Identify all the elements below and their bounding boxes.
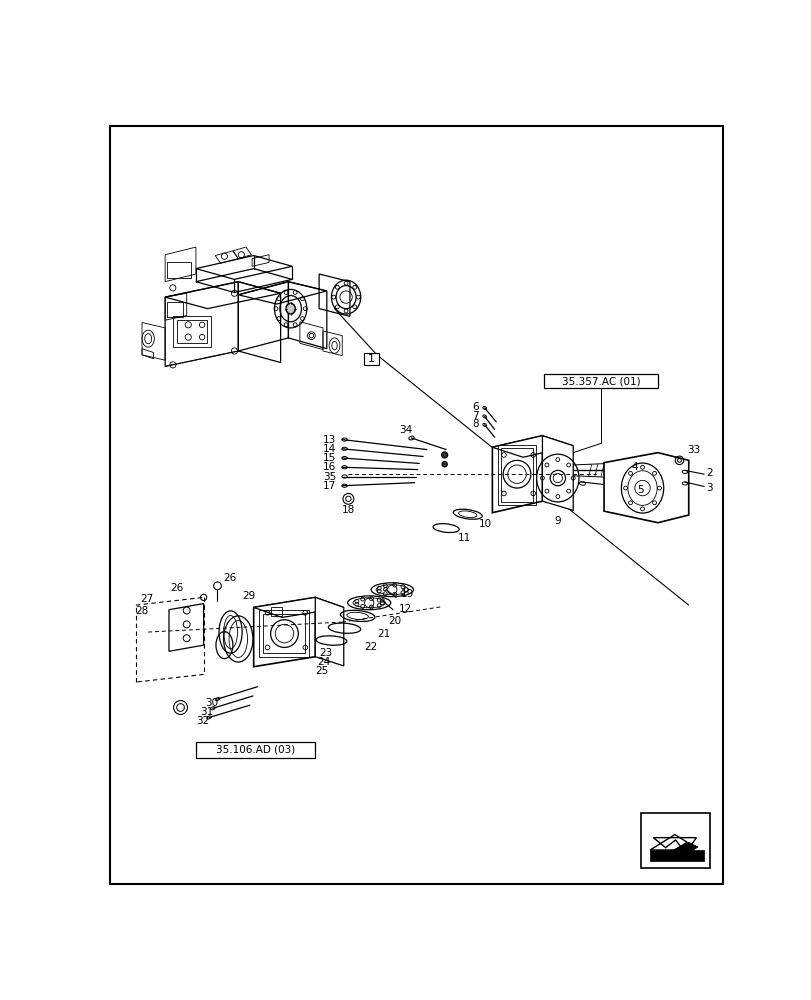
Text: 27: 27 [140,594,153,604]
Text: 15: 15 [323,453,336,463]
Bar [259,610,309,657]
Text: 26: 26 [222,573,236,583]
Bar [167,302,182,317]
Text: 28: 28 [135,606,148,616]
Bar [177,320,208,343]
Text: 23: 23 [319,648,332,658]
Text: 4: 4 [630,462,637,472]
Polygon shape [253,597,343,617]
Bar [640,813,710,868]
Text: 35: 35 [323,472,336,482]
Bar [543,374,657,388]
Text: 35.106.AD (03): 35.106.AD (03) [216,745,294,755]
Text: 8: 8 [471,419,478,429]
Circle shape [441,461,447,467]
Text: 22: 22 [363,642,376,652]
Text: 5: 5 [637,485,643,495]
Text: 19: 19 [401,589,414,599]
Text: 32: 32 [196,716,209,726]
Text: 12: 12 [398,604,411,614]
Polygon shape [650,850,703,861]
Bar [173,316,211,347]
Text: 31: 31 [200,707,213,717]
Text: 1: 1 [367,354,375,364]
Bar [195,742,315,758]
Text: 10: 10 [478,519,491,529]
Ellipse shape [285,303,295,314]
Polygon shape [491,436,542,513]
Text: 20: 20 [388,615,401,626]
Polygon shape [603,453,688,523]
Text: 25: 25 [315,666,328,676]
Text: 9: 9 [554,516,560,526]
Text: 30: 30 [204,698,217,708]
Polygon shape [169,604,204,651]
Circle shape [441,452,447,458]
Text: 2: 2 [706,468,712,478]
Polygon shape [253,597,315,667]
Polygon shape [672,842,697,855]
Polygon shape [491,436,573,457]
Polygon shape [650,835,686,850]
Polygon shape [542,436,573,510]
Text: 17: 17 [323,481,336,491]
Bar [363,353,379,365]
Text: 16: 16 [323,462,336,472]
Text: 33: 33 [686,445,700,455]
Text: 6: 6 [471,402,478,412]
Text: 11: 11 [457,533,470,543]
Text: 29: 29 [242,591,255,601]
Bar [497,445,535,505]
Text: 3: 3 [706,483,712,493]
Text: 14: 14 [323,444,336,454]
Polygon shape [315,597,343,666]
Text: 24: 24 [317,657,330,667]
Text: 34: 34 [399,425,412,435]
Text: 13: 13 [323,435,336,445]
Bar [263,614,305,653]
Text: 18: 18 [341,505,354,515]
Bar [270,607,282,616]
Text: 35.357.AC (01): 35.357.AC (01) [561,376,640,386]
Text: 26: 26 [169,583,183,593]
Bar [167,262,191,278]
Text: 21: 21 [376,629,389,639]
Bar [500,448,533,502]
Text: 7: 7 [471,411,478,421]
